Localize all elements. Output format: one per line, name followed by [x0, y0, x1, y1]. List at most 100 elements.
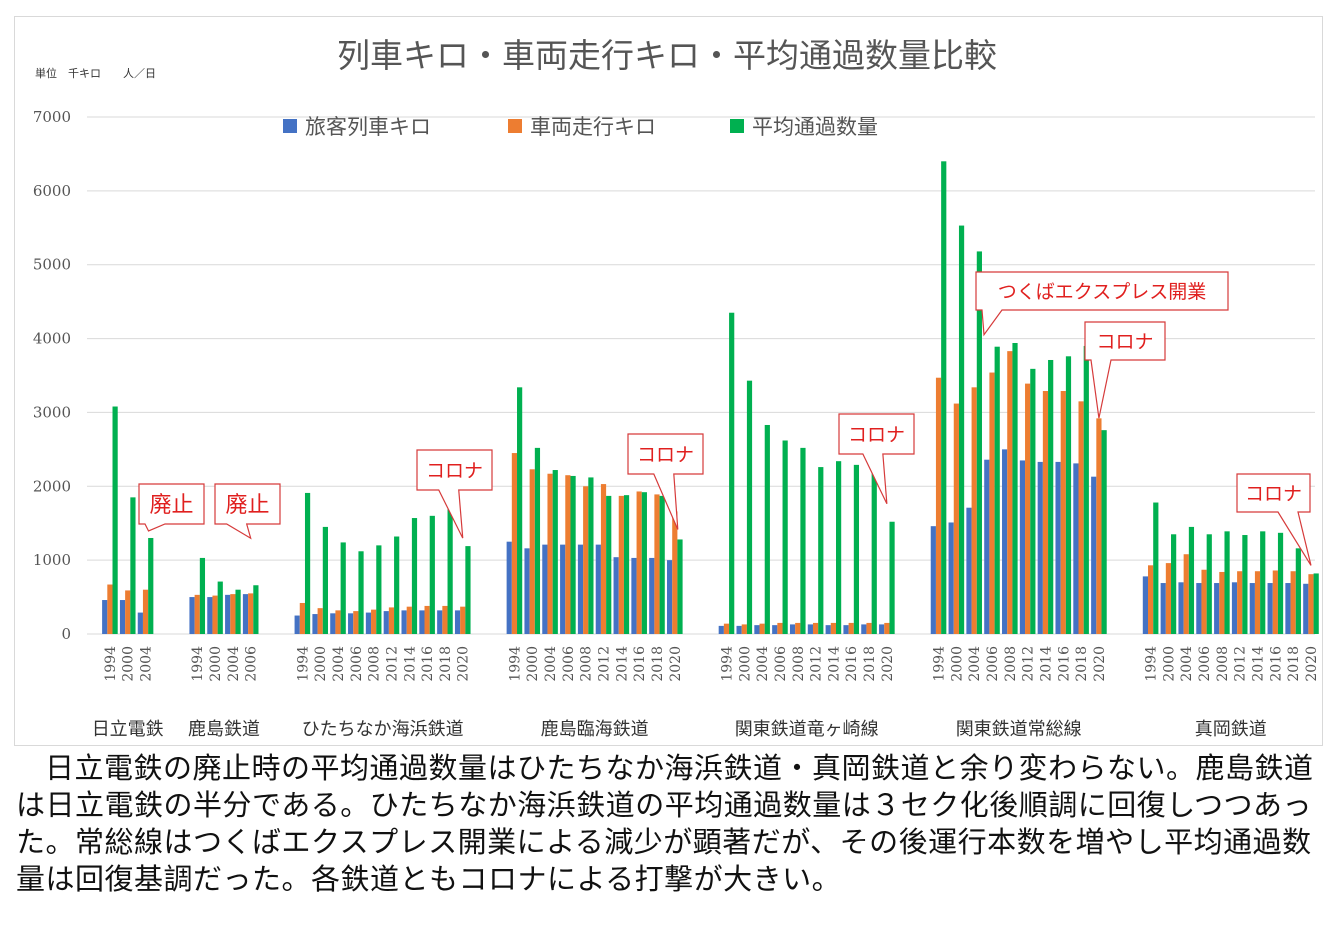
x-tick-label: 2006 — [773, 646, 789, 682]
bar — [225, 594, 231, 634]
callout-box — [138, 483, 205, 532]
bar — [348, 613, 354, 634]
bar — [1148, 565, 1154, 634]
bar — [641, 492, 647, 634]
x-tick-label: 2016 — [420, 646, 436, 682]
bar — [1065, 356, 1072, 634]
bar — [1171, 534, 1177, 634]
y-tick-label: 4000 — [33, 330, 71, 348]
bar — [884, 622, 890, 634]
bar — [534, 447, 541, 634]
legend-swatch — [283, 119, 297, 133]
bar — [746, 380, 753, 634]
bar — [1231, 582, 1238, 634]
x-tick-label: 1994 — [103, 646, 119, 682]
legend-label: 平均通過数量 — [752, 115, 878, 139]
bar — [958, 225, 965, 634]
bar — [588, 477, 594, 634]
x-tick-label: 2012 — [809, 646, 825, 682]
x-tick-label: 2004 — [226, 646, 242, 682]
bar — [595, 544, 601, 634]
bar — [388, 607, 395, 634]
x-tick-label: 1994 — [295, 646, 311, 682]
x-tick-label: 2020 — [456, 646, 472, 682]
x-tick-label: 2000 — [525, 646, 541, 682]
bar — [1012, 343, 1018, 634]
bar — [335, 610, 341, 634]
bar — [142, 589, 149, 634]
callout-text: コロナ — [1245, 483, 1302, 505]
bar — [304, 492, 311, 634]
bar — [442, 605, 448, 634]
bar — [848, 622, 854, 634]
bar — [112, 406, 118, 634]
x-tick-label: 2000 — [1161, 646, 1177, 682]
x-tick-label: 2008 — [791, 646, 807, 682]
x-tick-label: 2008 — [579, 646, 595, 682]
bar — [636, 491, 642, 634]
bar — [424, 605, 430, 634]
bar — [411, 518, 418, 634]
bar — [253, 585, 259, 634]
bar — [1313, 573, 1319, 634]
callout-box — [214, 483, 281, 540]
bar — [1206, 534, 1212, 634]
bar — [1142, 576, 1148, 634]
bar — [754, 625, 760, 634]
bar — [248, 593, 254, 634]
group-label: 日立電鉄 — [92, 719, 164, 740]
x-tick-label: 2004 — [331, 646, 347, 682]
callout-text: コロナ — [1096, 331, 1153, 353]
bar — [1272, 570, 1278, 634]
bar — [861, 624, 867, 634]
x-tick-label: 2018 — [862, 646, 878, 682]
callout-box — [627, 433, 704, 530]
bar — [1037, 461, 1043, 634]
x-tick-label: 2004 — [755, 646, 771, 682]
bar — [1101, 430, 1107, 634]
bar — [613, 557, 619, 634]
x-tick-label: 2004 — [1179, 646, 1195, 682]
group-label: 鹿島臨海鉄道 — [541, 719, 649, 740]
bar — [741, 624, 747, 634]
x-tick-label: 2004 — [967, 646, 983, 682]
bar — [383, 611, 389, 634]
x-tick-label: 2020 — [1092, 646, 1108, 682]
bar — [299, 602, 305, 634]
bar — [560, 544, 566, 634]
x-tick-label: 2008 — [1215, 646, 1231, 682]
x-tick-label: 1994 — [932, 646, 948, 682]
bar — [1201, 569, 1207, 634]
x-tick-label: 2014 — [402, 646, 418, 682]
bar — [1295, 548, 1301, 634]
bar — [511, 453, 518, 634]
callout-text: 廃止 — [149, 493, 193, 518]
legend-label: 旅客列車キロ — [305, 115, 431, 139]
x-tick-label: 2020 — [880, 646, 896, 682]
callout-box — [416, 449, 493, 539]
bar — [1188, 526, 1195, 634]
x-tick-label: 2018 — [1286, 646, 1302, 682]
bar — [1078, 401, 1084, 634]
legend-swatch — [730, 119, 744, 133]
group-label: ひたちなか海浜鉄道 — [302, 719, 464, 740]
y-axis-labels: 0 1000 2000 3000 4000 5000 6000 7000 — [33, 108, 71, 643]
bar — [606, 495, 612, 634]
bar — [1060, 391, 1066, 634]
chart-title: 列車キロ・車両走行キロ・平均通過数量比較 — [337, 36, 997, 75]
bar — [836, 461, 842, 634]
bar — [976, 251, 982, 635]
bar — [235, 589, 241, 634]
bar — [506, 541, 512, 634]
bar — [312, 614, 318, 634]
x-tick-label: 2008 — [1003, 646, 1019, 682]
bar — [777, 622, 783, 634]
x-tick-label: 2012 — [597, 646, 613, 682]
bar — [199, 557, 206, 634]
x-tick-label: 2008 — [367, 646, 383, 682]
bar — [1290, 571, 1296, 634]
x-tick-label: 2006 — [244, 646, 260, 682]
bar — [871, 467, 877, 634]
x-tick-label: 2006 — [561, 646, 577, 682]
